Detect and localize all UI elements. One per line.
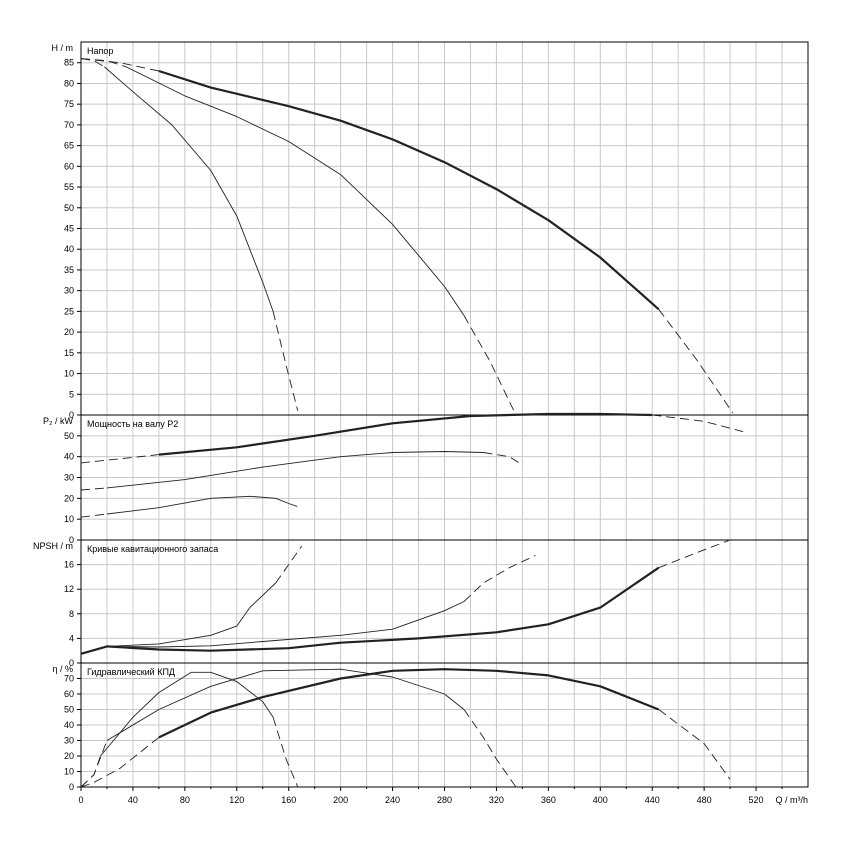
series-1-dashed-start <box>80 740 108 788</box>
y-axis-label: NPSH / m <box>33 541 73 551</box>
x-tick-label: 520 <box>749 795 764 805</box>
panel-title: Гидравлический КПД <box>87 667 175 677</box>
y-axis-label: H / m <box>52 43 74 53</box>
panel-title: Напор <box>87 46 113 56</box>
series-1-line <box>106 668 465 741</box>
y-tick-label: 30 <box>64 286 74 296</box>
y-axis-label: P₂ / kW <box>43 416 73 426</box>
y-tick-label: 65 <box>64 141 74 151</box>
y-tick-label: 16 <box>64 560 74 570</box>
panel-title: Мощность на валу P2 <box>87 419 178 429</box>
series-1-line <box>80 601 465 655</box>
y-tick-label: 12 <box>64 584 74 594</box>
y-tick-label: 40 <box>64 720 74 730</box>
series-2-line <box>80 582 277 655</box>
series-0-line <box>158 668 660 739</box>
series-0-line <box>158 69 660 311</box>
series-0-line <box>80 566 660 655</box>
series-2-line <box>104 66 274 312</box>
x-tick-label: 160 <box>281 795 296 805</box>
y-tick-label: 25 <box>64 306 74 316</box>
y-axis-label: η / % <box>52 664 73 674</box>
y-tick-label: 70 <box>64 674 74 684</box>
x-tick-label: 440 <box>645 795 660 805</box>
y-tick-label: 8 <box>69 609 74 619</box>
x-tick-label: 320 <box>489 795 504 805</box>
series-1-dashed-start <box>80 487 108 491</box>
y-tick-label: 70 <box>64 120 74 130</box>
y-tick-label: 55 <box>64 182 74 192</box>
y-tick-label: 30 <box>64 473 74 483</box>
series-0-dashed-start <box>80 737 160 788</box>
y-tick-label: 85 <box>64 58 74 68</box>
series-0-dashed-start <box>80 454 159 464</box>
series-2-dashed-start <box>80 513 108 518</box>
y-tick-label: 80 <box>64 78 74 88</box>
y-tick-label: 50 <box>64 705 74 715</box>
y-tick-label: 40 <box>64 452 74 462</box>
y-tick-label: 0 <box>69 535 74 545</box>
series-2-dashed-end <box>288 503 298 508</box>
series-1-dashed-start <box>80 58 127 68</box>
x-axis-label: Q / m³/h <box>775 795 808 805</box>
series-2-line <box>106 495 289 515</box>
y-tick-label: 20 <box>64 327 74 337</box>
series-0-line <box>158 412 653 456</box>
y-tick-label: 0 <box>69 658 74 668</box>
y-tick-label: 4 <box>69 633 74 643</box>
x-tick-label: 0 <box>78 795 83 805</box>
y-tick-label: 35 <box>64 265 74 275</box>
series-1-dashed-end <box>463 315 517 416</box>
x-tick-label: 120 <box>229 795 244 805</box>
y-tick-label: 75 <box>64 99 74 109</box>
series-0-dashed-start <box>80 58 159 72</box>
series-2-dashed-end <box>272 717 299 788</box>
series-2-dashed-end <box>272 311 299 412</box>
series-2-dashed-start <box>80 755 101 788</box>
y-tick-label: 45 <box>64 224 74 234</box>
series-1-line <box>126 66 465 316</box>
series-0-dashed-end <box>658 309 734 414</box>
y-tick-label: 10 <box>64 369 74 379</box>
series-0-dashed-end <box>658 539 731 569</box>
y-tick-label: 20 <box>64 751 74 761</box>
series-1-dashed-end <box>463 554 536 602</box>
series-1-dashed-end <box>463 709 517 788</box>
x-tick-label: 360 <box>541 795 556 805</box>
series-0-dashed-end <box>652 414 744 433</box>
x-tick-label: 400 <box>593 795 608 805</box>
series-2-line <box>100 671 274 757</box>
x-tick-label: 480 <box>697 795 712 805</box>
series-1-dashed-end <box>483 452 523 466</box>
y-tick-label: 0 <box>69 410 74 420</box>
y-tick-label: 10 <box>64 767 74 777</box>
y-tick-label: 0 <box>69 782 74 792</box>
x-tick-label: 200 <box>333 795 348 805</box>
x-tick-label: 40 <box>128 795 138 805</box>
y-tick-label: 15 <box>64 348 74 358</box>
y-tick-label: 50 <box>64 431 74 441</box>
y-tick-label: 20 <box>64 493 74 503</box>
y-tick-label: 60 <box>64 689 74 699</box>
panel-title: Кривые кавитационного запаса <box>87 544 218 554</box>
series-2-dashed-end <box>275 545 303 584</box>
series-2-dashed-start <box>80 58 105 68</box>
y-tick-label: 40 <box>64 244 74 254</box>
x-tick-label: 280 <box>437 795 452 805</box>
x-tick-label: 80 <box>180 795 190 805</box>
y-tick-label: 30 <box>64 736 74 746</box>
y-tick-label: 10 <box>64 514 74 524</box>
series-0-dashed-end <box>658 709 731 780</box>
y-tick-label: 50 <box>64 203 74 213</box>
x-tick-label: 240 <box>385 795 400 805</box>
series-1-line <box>106 451 484 489</box>
y-tick-label: 5 <box>69 389 74 399</box>
y-tick-label: 60 <box>64 161 74 171</box>
